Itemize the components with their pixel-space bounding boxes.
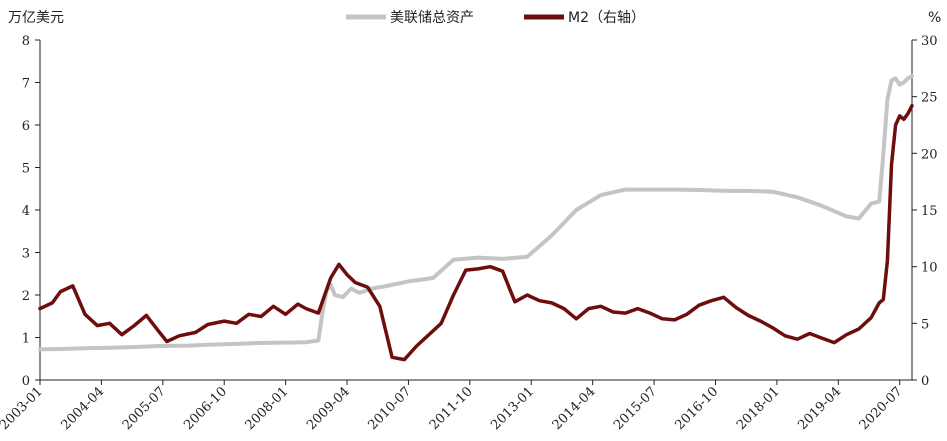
right-y-tick-label: 15 [921, 204, 938, 219]
axes-layer [39, 40, 913, 381]
left-y-tick-label: 4 [22, 204, 30, 219]
series-line-m2 [38, 103, 914, 362]
x-tick-label: 2013-01 [488, 384, 537, 433]
right-y-tick-label: 10 [921, 261, 938, 276]
x-tick-label: 2003-01 [0, 384, 46, 433]
left-y-tick-label: 5 [22, 162, 30, 177]
left-y-tick-label: 2 [22, 289, 30, 304]
series-line-fed-assets [38, 74, 914, 352]
x-tick-label: 2005-07 [120, 384, 169, 433]
x-tick-label: 2019-04 [795, 384, 844, 433]
right-y-tick-label: 0 [921, 374, 929, 389]
legend-label-fed-assets: 美联储总资产 [390, 10, 474, 26]
legend: 美联储总资产 M2（右轴） [346, 10, 645, 26]
x-tick-label: 2016-10 [673, 384, 722, 433]
left-y-tick-label: 7 [22, 77, 30, 92]
x-tick-label: 2006-10 [181, 384, 230, 433]
left-y-tick-label: 3 [22, 247, 30, 262]
x-tick-label: 2004-04 [58, 384, 107, 433]
left-y-tick-label: 6 [22, 119, 30, 134]
left-y-tick-label: 8 [22, 34, 30, 49]
x-tick-label: 2008-01 [243, 384, 292, 433]
right-y-tick-label: 30 [921, 34, 938, 49]
right-y-tick-label: 25 [921, 91, 938, 106]
right-axis-unit-label: % [928, 10, 941, 26]
left-y-tick-label: 1 [22, 332, 30, 347]
x-tick-label: 2014-04 [550, 384, 599, 433]
left-y-tick-label: 0 [22, 374, 30, 389]
ticks-layer: 0 1 2 3 4 5 6 7 8 0 5 10 15 20 25 30 2003-01 2004-04 2005-… [0, 34, 938, 433]
x-tick-label: 2010-07 [365, 384, 414, 433]
x-tick-label: 2015-07 [611, 384, 660, 433]
right-y-tick-label: 20 [921, 147, 938, 162]
series-layer [38, 74, 914, 362]
x-tick-label: 2018-01 [734, 384, 783, 433]
left-axis-unit-label: 万亿美元 [8, 10, 64, 26]
legend-label-m2: M2（右轴） [568, 10, 645, 26]
right-y-tick-label: 5 [921, 317, 929, 332]
x-tick-label: 2011-10 [427, 384, 476, 433]
x-tick-label: 2020-07 [857, 384, 906, 433]
x-tick-label: 2009-04 [304, 384, 353, 433]
